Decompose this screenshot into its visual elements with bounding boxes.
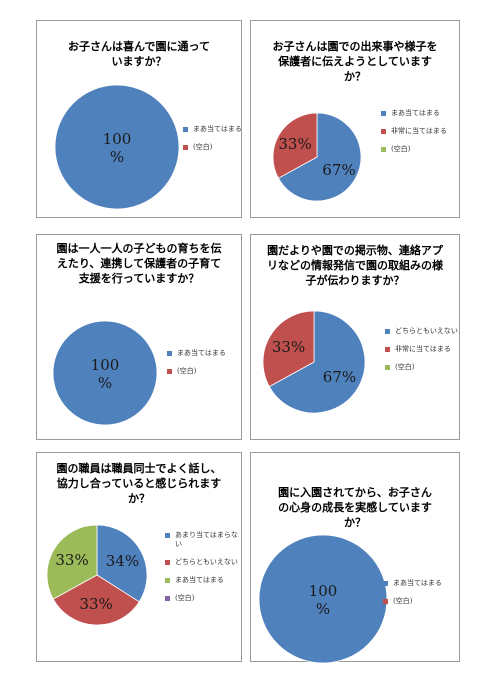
- data-label: 67%: [322, 161, 355, 179]
- legend-label: まあ当てはまる: [193, 125, 242, 133]
- legend-label: (空白): [395, 363, 415, 371]
- chart-title: お子さんは園での出来事や様子を保護者に伝えようとしていますか？: [272, 40, 438, 83]
- data-label: 100%: [91, 356, 120, 392]
- legend-swatch: [165, 533, 170, 538]
- pie-slice: [277, 112, 362, 202]
- legend-swatch: [383, 599, 388, 604]
- data-label: 33%: [55, 551, 88, 569]
- pie-chart: 34% 33% 33%: [46, 524, 148, 626]
- legend-label: まあ当てはまる: [175, 576, 224, 584]
- legend-entry: どちらともいえない: [385, 327, 459, 336]
- chart-panel-4: 園だよりや園での掲示物、連絡アプリなどの情報発信で園の取組みの様子が伝わりますか…: [250, 234, 460, 440]
- chart-panel-1: お子さんは喜んで園に通っていますか？ 100% まあ当てはまる (空白): [36, 20, 242, 218]
- legend-swatch: [385, 347, 390, 352]
- legend-label: まあ当てはまる: [391, 109, 440, 117]
- legend-entry: (空白): [165, 594, 239, 603]
- chart-legend: まあ当てはまる (空白): [167, 349, 241, 385]
- chart-title: お子さんは喜んで園に通っていますか？: [68, 40, 210, 68]
- chart-legend: どちらともいえない 非常に当てはまる (空白): [385, 327, 459, 381]
- chart-legend: まあ当てはまる (空白): [383, 579, 457, 615]
- pie-slice: [54, 84, 180, 210]
- legend-swatch: [167, 351, 172, 356]
- chart-panel-3: 園は一人一人の子どもの育ちを伝えたり、連携して保護者の子育て支援を行っていますか…: [36, 234, 242, 440]
- legend-entry: まあ当てはまる: [183, 125, 257, 134]
- legend-label: (空白): [193, 143, 213, 151]
- legend-entry: 非常に当てはまる: [381, 127, 455, 136]
- legend-swatch: [385, 329, 390, 334]
- chart-panel-2: お子さんは園での出来事や様子を保護者に伝えようとしていますか？ 67% 33% ま…: [250, 20, 460, 218]
- chart-legend: まあ当てはまる 非常に当てはまる (空白): [381, 109, 455, 163]
- pie-slice: [272, 112, 318, 179]
- pie-chart: 67% 33%: [272, 112, 362, 202]
- pie-slice: [46, 524, 98, 600]
- pie-slice: [268, 310, 366, 414]
- legend-entry: (空白): [183, 143, 257, 152]
- legend-swatch: [165, 596, 170, 601]
- legend-entry: まあ当てはまる: [165, 576, 239, 585]
- legend-label: 非常に当てはまる: [391, 127, 447, 135]
- data-label: 33%: [272, 338, 305, 356]
- pie-chart: 100%: [258, 534, 388, 664]
- pie-slice: [262, 310, 315, 388]
- chart-title: 園だよりや園での掲示物、連絡アプリなどの情報発信で園の取組みの様子が伝わりますか…: [267, 244, 443, 287]
- legend-entry: まあ当てはまる: [383, 579, 457, 588]
- legend-entry: まあ当てはまる: [167, 349, 241, 358]
- legend-label: どちらともいえない: [175, 558, 238, 566]
- legend-swatch: [167, 369, 172, 374]
- legend-swatch: [165, 578, 170, 583]
- chart-title: 園は一人一人の子どもの育ちを伝えたり、連携して保護者の子育て支援を行っていますか…: [56, 242, 222, 285]
- data-label: 33%: [79, 595, 112, 613]
- chart-panel-5: 園の職員は職員同士でよく話し、協力し合っていると感じられますか？ 34% 33% 3…: [36, 452, 242, 662]
- legend-swatch: [385, 365, 390, 370]
- pie-slice: [52, 320, 158, 426]
- chart-title: 園に入園されてから、お子さんの心身の成長を実感していますか？: [278, 486, 432, 529]
- legend-label: どちらともいえない: [395, 327, 458, 335]
- chart-title: 園の職員は職員同士でよく話し、協力し合っていると感じられますか？: [56, 462, 222, 505]
- legend-swatch: [165, 560, 170, 565]
- legend-entry: (空白): [385, 363, 459, 372]
- legend-swatch: [183, 145, 188, 150]
- legend-swatch: [381, 147, 386, 152]
- legend-label: まあ当てはまる: [393, 579, 442, 587]
- chart-legend: まあ当てはまる (空白): [183, 125, 257, 161]
- legend-entry: (空白): [383, 597, 457, 606]
- legend-label: (空白): [393, 597, 413, 605]
- legend-label: まあ当てはまる: [177, 349, 226, 357]
- legend-entry: あまり当てはまらない: [165, 531, 239, 549]
- pie-chart: 67% 33%: [262, 310, 366, 414]
- legend-swatch: [183, 127, 188, 132]
- data-label: 67%: [323, 368, 356, 386]
- legend-swatch: [381, 111, 386, 116]
- legend-label: あまり当てはまらない: [175, 531, 238, 548]
- data-label: 33%: [278, 135, 311, 153]
- legend-entry: まあ当てはまる: [381, 109, 455, 118]
- legend-label: 非常に当てはまる: [395, 345, 451, 353]
- chart-legend: あまり当てはまらないどちらともいえない まあ当てはまる (空白): [165, 531, 239, 612]
- data-label: 34%: [106, 552, 139, 570]
- legend-entry: 非常に当てはまる: [385, 345, 459, 354]
- legend-label: (空白): [177, 367, 197, 375]
- pie-chart: 100%: [54, 84, 180, 210]
- pie-chart: 100%: [52, 320, 158, 426]
- legend-label: (空白): [175, 594, 195, 602]
- legend-entry: (空白): [381, 145, 455, 154]
- legend-entry: (空白): [167, 367, 241, 376]
- legend-swatch: [381, 129, 386, 134]
- legend-entry: どちらともいえない: [165, 558, 239, 567]
- data-label: 100%: [309, 582, 338, 618]
- legend-swatch: [383, 581, 388, 586]
- chart-panel-6: 園に入園されてから、お子さんの心身の成長を実感していますか？ 100% まあ当て…: [250, 452, 460, 664]
- data-label: 100%: [103, 130, 132, 166]
- legend-label: (空白): [391, 145, 411, 153]
